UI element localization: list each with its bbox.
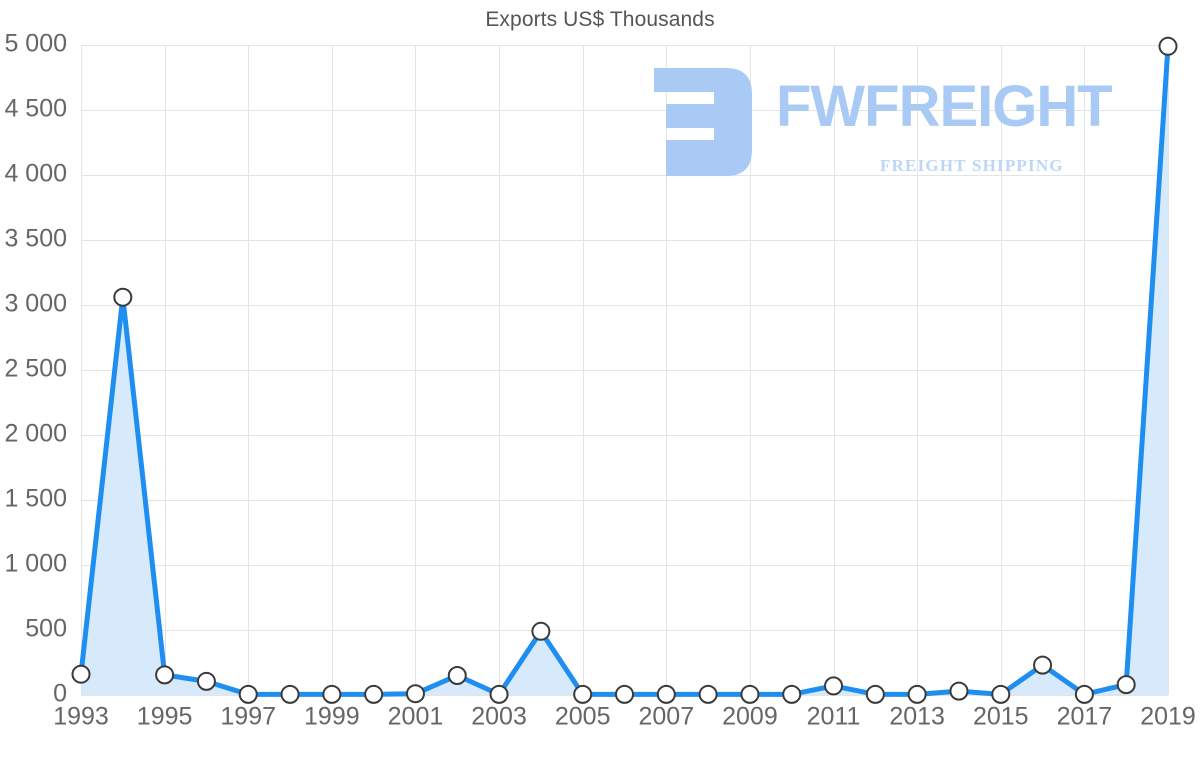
x-axis-tick-label: 2011 (807, 703, 861, 731)
x-axis-tick-label: 2015 (973, 703, 1029, 731)
y-axis-tick-label: 1 000 (4, 550, 67, 578)
data-point (949, 681, 969, 701)
data-point (489, 684, 509, 704)
data-point (1074, 684, 1094, 704)
y-axis-tick-label: 4 000 (4, 160, 67, 188)
y-axis-tick-label: 2 000 (4, 420, 67, 448)
x-axis-tick-label: 2003 (471, 703, 527, 731)
x-axis-tick-label: 2019 (1140, 703, 1196, 731)
x-axis-tick-label: 1997 (220, 703, 276, 731)
y-axis-tick-label: 2 500 (4, 355, 67, 383)
data-point (615, 684, 634, 704)
data-point (71, 664, 91, 684)
data-point (447, 666, 467, 685)
x-axis-tick-label: 1993 (53, 703, 109, 731)
data-point (364, 684, 384, 704)
chart-title: Exports US$ Thousands (485, 8, 715, 31)
grid-horizontal (81, 45, 1168, 696)
data-point (238, 684, 258, 704)
x-axis-tick-label: 2007 (638, 703, 694, 731)
x-axis-tick-label: 1995 (137, 703, 193, 731)
data-point (1116, 675, 1136, 695)
data-point (656, 684, 676, 704)
grid-vertical (81, 45, 1169, 695)
data-point (573, 684, 593, 704)
x-axis-tick-label: 2001 (388, 703, 444, 731)
data-point (1033, 655, 1053, 675)
data-point (196, 671, 216, 691)
x-axis-tick-label: 2009 (722, 703, 778, 731)
data-point (824, 676, 844, 696)
data-point (740, 684, 760, 704)
data-point (405, 684, 425, 704)
y-axis-tick-labels: 0 500 1 000 1 500 2 000 2 500 3 000 3 500 4 000 4… (4, 30, 67, 708)
y-axis-tick-label: 4 500 (4, 95, 67, 123)
data-point (155, 665, 175, 685)
y-axis-tick-label: 3 500 (4, 225, 67, 253)
x-axis-tick-label: 2017 (1057, 703, 1113, 731)
y-axis-tick-label: 0 (53, 680, 67, 708)
y-axis-tick-label: 5 000 (4, 30, 67, 58)
data-point (991, 684, 1011, 704)
data-point (907, 684, 927, 704)
data-point (280, 684, 300, 704)
data-point (782, 684, 802, 704)
x-axis-tick-label: 2013 (889, 703, 945, 731)
data-point (865, 684, 885, 704)
data-point (113, 287, 133, 307)
series-markers (71, 36, 1178, 704)
y-axis-tick-label: 3 000 (4, 290, 67, 318)
x-axis-tick-label: 1999 (304, 703, 360, 731)
data-point (531, 621, 551, 641)
y-axis-tick-label: 1 500 (4, 485, 67, 513)
data-point (1158, 36, 1178, 56)
x-axis-tick-labels: 1993 1995 1997 1999 2001 2003 2005 2007 2009 2011… (53, 703, 1196, 731)
data-point (322, 684, 342, 704)
y-axis-tick-label: 500 (25, 615, 67, 643)
x-axis-tick-label: 2005 (555, 703, 611, 731)
data-point (698, 684, 718, 704)
